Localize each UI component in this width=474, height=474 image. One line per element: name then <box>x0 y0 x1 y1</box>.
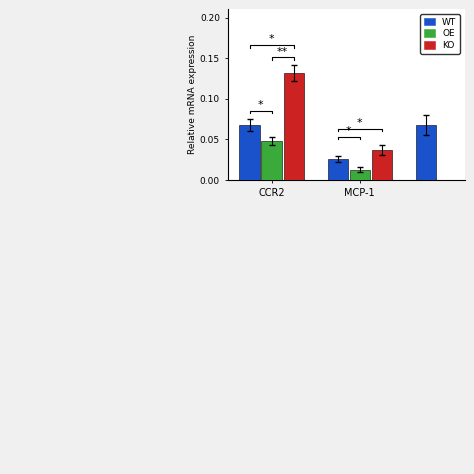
Text: *: * <box>346 126 352 136</box>
Text: *: * <box>258 100 264 110</box>
Bar <box>239 125 260 180</box>
Bar <box>416 125 436 180</box>
Bar <box>328 159 348 180</box>
Text: *: * <box>357 118 363 128</box>
Legend: WT, OE, KO: WT, OE, KO <box>420 14 460 54</box>
Text: *: * <box>269 35 274 45</box>
Y-axis label: Relative mRNA expression: Relative mRNA expression <box>188 35 197 155</box>
Bar <box>283 73 304 180</box>
Bar <box>262 141 282 180</box>
Bar <box>350 170 370 180</box>
Text: **: ** <box>277 46 288 56</box>
Bar <box>372 150 392 180</box>
